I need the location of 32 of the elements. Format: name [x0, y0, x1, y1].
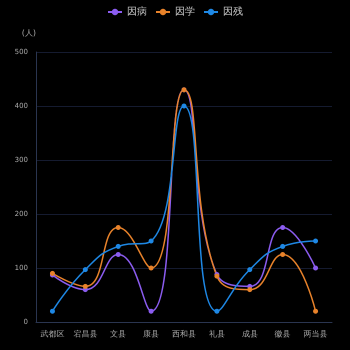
legend-label: 因病	[127, 6, 147, 18]
point	[313, 308, 318, 314]
point	[148, 238, 154, 244]
point	[280, 252, 286, 257]
point	[148, 308, 154, 314]
x-tick-label: 武都区	[40, 330, 64, 338]
point	[247, 267, 252, 272]
point	[280, 225, 286, 230]
x-tick-label: 礼县	[208, 330, 225, 338]
point	[116, 225, 121, 230]
point	[82, 267, 88, 272]
point	[247, 287, 252, 292]
point	[214, 308, 220, 314]
x-tick-label: 西和县	[172, 330, 196, 338]
y-axis-title: (人)	[22, 28, 36, 38]
point	[313, 238, 318, 244]
point	[116, 252, 121, 257]
x-tick-label: 两当县	[304, 330, 328, 338]
x-tick-label: 文县	[110, 330, 126, 338]
x-tick-label: 康县	[143, 330, 160, 338]
point	[116, 244, 121, 249]
x-tick-label: 成县	[242, 330, 258, 338]
point	[50, 308, 55, 314]
legend-label: 因学	[175, 6, 195, 18]
x-tick-label: 宕昌县	[73, 330, 98, 338]
x-tick-label: 徽县	[274, 330, 291, 338]
point	[313, 266, 318, 270]
legend-label: 因残	[223, 6, 243, 18]
point	[82, 284, 88, 289]
point	[182, 104, 186, 108]
point	[148, 266, 154, 270]
point	[280, 244, 286, 249]
